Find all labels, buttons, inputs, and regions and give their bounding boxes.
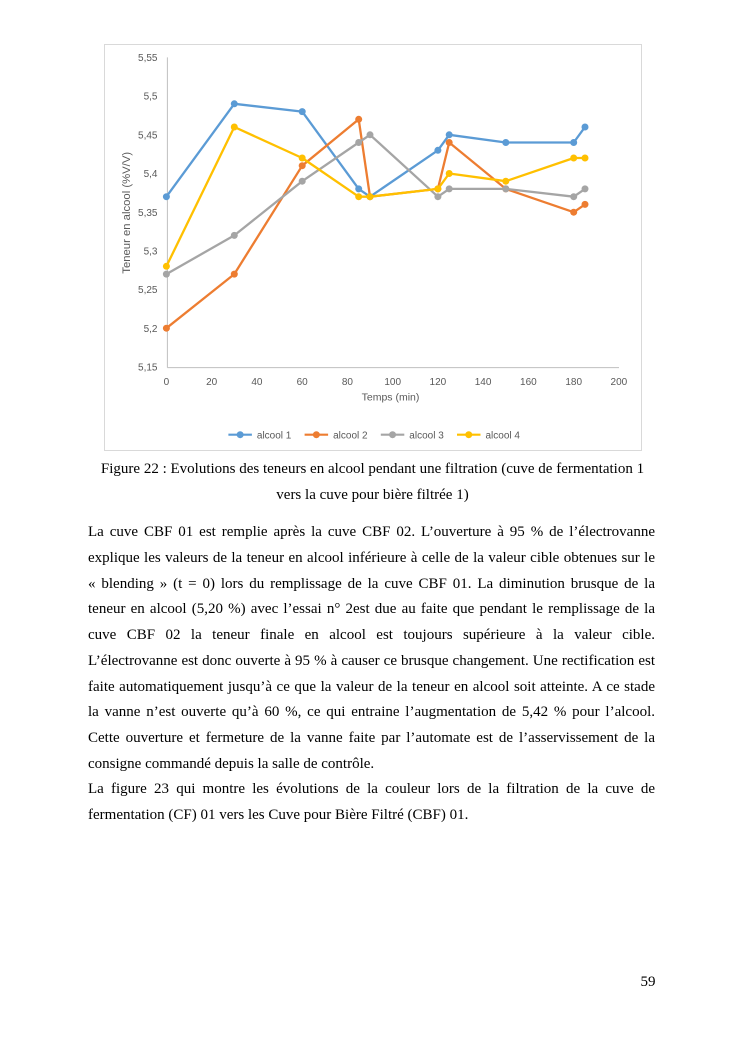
svg-text:Teneur en alcool (%V/V): Teneur en alcool (%V/V) [120,152,132,274]
svg-text:200: 200 [610,377,627,388]
svg-text:40: 40 [251,377,263,388]
svg-text:5,15: 5,15 [138,363,158,374]
svg-text:0: 0 [163,377,169,388]
svg-text:5,3: 5,3 [143,246,157,257]
svg-text:5,45: 5,45 [138,130,158,141]
svg-text:140: 140 [474,377,491,388]
svg-text:160: 160 [520,377,537,388]
svg-text:5,4: 5,4 [143,169,157,180]
svg-text:100: 100 [384,377,401,388]
svg-text:5,25: 5,25 [138,285,158,296]
svg-text:5,2: 5,2 [143,324,157,335]
svg-text:alcool 4: alcool 4 [485,430,520,441]
svg-text:alcool 3: alcool 3 [409,430,444,441]
svg-text:5,55: 5,55 [138,53,158,64]
svg-text:5,35: 5,35 [138,208,158,219]
svg-text:5,5: 5,5 [143,92,157,103]
svg-text:alcool 2: alcool 2 [333,430,368,441]
svg-text:20: 20 [206,377,218,388]
svg-text:Temps (min): Temps (min) [361,392,419,404]
svg-text:60: 60 [296,377,308,388]
svg-text:alcool 1: alcool 1 [256,430,291,441]
svg-text:180: 180 [565,377,582,388]
svg-text:80: 80 [341,377,353,388]
svg-text:120: 120 [429,377,446,388]
